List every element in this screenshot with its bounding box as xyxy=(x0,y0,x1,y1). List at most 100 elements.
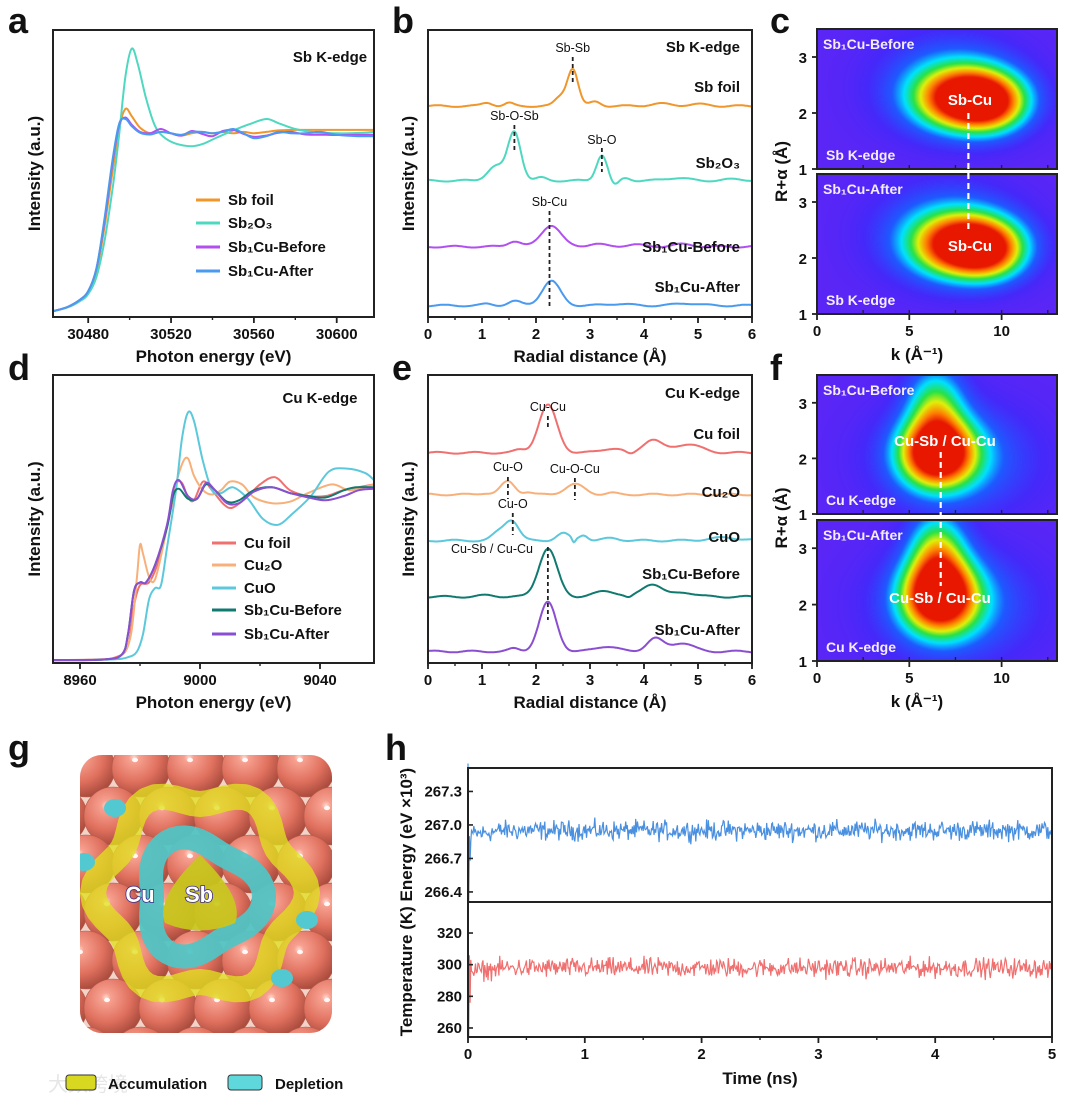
peak-label: Cu-Sb / Cu-Cu xyxy=(894,433,996,450)
x-axis-label: k (Å⁻¹) xyxy=(891,345,943,364)
depletion-inner-ring xyxy=(139,825,276,969)
series-line-Cu₂O xyxy=(428,479,753,497)
sphere-highlight xyxy=(269,997,275,1003)
accumulation-center-lobe xyxy=(163,855,237,931)
series-line-Cu foil xyxy=(427,403,753,455)
y-tick-label: 267.3 xyxy=(424,783,462,800)
panel-label: g xyxy=(8,727,30,768)
x-tick-label: 9000 xyxy=(183,672,216,689)
panel-label: h xyxy=(385,727,407,768)
x-axis-label: Radial distance (Å) xyxy=(513,347,666,366)
axis-frame xyxy=(52,29,375,318)
series-line-Sb₁Cu-After xyxy=(52,478,375,662)
panel-label: a xyxy=(8,0,29,41)
sphere-highlight xyxy=(242,1046,248,1050)
sphere-highlight xyxy=(352,854,358,858)
sphere-highlight xyxy=(379,806,385,810)
x-tick-label: 5 xyxy=(905,670,913,687)
sphere-highlight xyxy=(22,950,28,954)
y-tick-label: 280 xyxy=(437,988,462,1005)
x-tick-label: 9040 xyxy=(303,672,336,689)
cu-atom-sphere xyxy=(166,1026,226,1033)
legend-label-accumulation: Accumulation xyxy=(108,1076,207,1093)
series-label: Sb foil xyxy=(694,79,740,96)
series-label: Sb₁Cu-Before xyxy=(642,239,740,256)
cu-atom-sphere xyxy=(276,755,332,798)
x-tick-label: 0 xyxy=(424,326,432,343)
legend-label: Sb foil xyxy=(228,192,274,209)
axis-frame xyxy=(52,374,375,664)
panel-e-ft-exafs: Cu foil Cu₂O CuO Sb₁Cu-Before Sb₁Cu-After 0 1 2… xyxy=(399,374,756,712)
x-tick-label: 3 xyxy=(586,672,594,689)
sphere-highlight xyxy=(132,757,138,763)
wavelet-map-f-after xyxy=(817,520,1057,661)
panel-label: c xyxy=(770,0,790,41)
peak-annotation: Cu-Sb / Cu-Cu xyxy=(451,542,533,556)
axis-frame xyxy=(816,519,1058,662)
legend-label: Cu₂O xyxy=(244,557,283,574)
atom-label-cu: Cu xyxy=(125,882,154,907)
sphere-highlight xyxy=(379,902,385,906)
edge-label: Cu K-edge xyxy=(665,385,740,402)
sphere-highlight xyxy=(352,950,358,954)
cu-atom-sphere xyxy=(303,978,332,1033)
depletion-blob xyxy=(271,969,293,987)
depletion-blob xyxy=(296,911,318,929)
sphere-highlight xyxy=(49,998,55,1002)
peak-annotation: Sb-Sb xyxy=(555,41,590,55)
legend-item: Sb₁Cu-Before xyxy=(196,239,326,256)
peak-annotation: Cu-O-Cu xyxy=(550,462,600,476)
surface-slab xyxy=(2,755,385,1050)
y-tick-label: 266.7 xyxy=(424,850,462,867)
panel-d-xanes: 8960 9000 9040 Photon energy (eV) Intensity … xyxy=(25,374,375,712)
cu-atom-sphere xyxy=(80,978,88,1033)
cu-atom-sphere xyxy=(80,882,88,942)
legend-label: Sb₁Cu-Before xyxy=(244,602,342,619)
edge-label: Cu K-edge xyxy=(826,639,896,655)
axis-frame xyxy=(427,29,753,318)
x-axis-label: Photon energy (eV) xyxy=(136,693,292,712)
legend-swatch-accumulation xyxy=(65,1074,97,1091)
subplot-title: Sb₁Cu-Before xyxy=(823,382,915,398)
cu-atom-sphere xyxy=(2,835,60,893)
x-tick-label: 8960 xyxy=(63,672,96,689)
subplot-title: Sb₁Cu-Before xyxy=(823,36,915,52)
series-label: Cu₂O xyxy=(702,484,741,501)
panel-c-wavelet: 1 2 3 Sb₁Cu-Before Sb-Cu Sb K-edge 1 2 3 Sb₁Cu-Af… xyxy=(772,28,1058,364)
cu-atom-sphere xyxy=(80,786,88,846)
x-tick-label: 3 xyxy=(814,1046,822,1063)
panel-label: b xyxy=(392,0,414,41)
peak-annotation: Sb-O xyxy=(587,133,616,147)
x-tick-label: 0 xyxy=(464,1046,472,1063)
series-line-CuO xyxy=(427,519,753,544)
y-tick-label: 260 xyxy=(437,1020,462,1037)
x-tick-label: 0 xyxy=(813,670,821,687)
cu-atom-sphere xyxy=(111,1026,171,1033)
series-line-Sb₁Cu-After xyxy=(427,279,753,308)
legend-item: CuO xyxy=(212,580,276,597)
edge-label: Sb K-edge xyxy=(826,147,895,163)
y-tick-label: 1 xyxy=(799,307,807,324)
sphere-highlight xyxy=(297,1046,303,1050)
axis-frame xyxy=(427,374,753,664)
x-tick-label: 0 xyxy=(424,672,432,689)
edge-label: Cu K-edge xyxy=(283,390,358,407)
series-label: Sb₁Cu-After xyxy=(655,279,741,296)
panel-a-xanes: 30480 30520 30560 30600 Photon energy (eV) In… xyxy=(25,29,375,366)
x-tick-label: 2 xyxy=(532,672,540,689)
series-line-Sb₁Cu-Before xyxy=(427,225,753,249)
axis-frame xyxy=(816,28,1058,170)
y-tick-label: 2 xyxy=(799,251,807,268)
cu-atom-sphere xyxy=(303,786,332,846)
sphere-highlight xyxy=(80,757,83,763)
sphere-highlight xyxy=(324,997,330,1003)
series-line-Sb₁Cu-Before xyxy=(427,547,753,599)
sphere-highlight xyxy=(352,758,358,762)
x-tick-label: 1 xyxy=(478,672,486,689)
y-tick-label: 267.0 xyxy=(424,817,462,834)
y-tick-label: 3 xyxy=(799,396,807,413)
y-axis-label: R+α (Å) xyxy=(772,141,791,202)
cu-atom-sphere xyxy=(276,1026,332,1033)
